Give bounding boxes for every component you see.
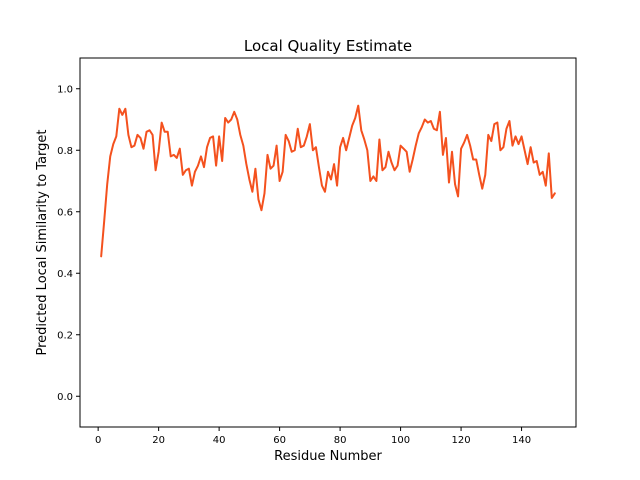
y-tick-label: 0.4 xyxy=(57,269,73,280)
y-axis-label: Predicted Local Similarity to Target xyxy=(35,130,50,356)
y-tick-label: 0.8 xyxy=(57,146,73,157)
x-axis-label: Residue Number xyxy=(274,449,382,464)
x-tick-label: 100 xyxy=(391,435,410,446)
x-tick-label: 80 xyxy=(334,435,347,446)
y-axis-ticks: 0.0 0.2 0.4 0.6 0.8 1.0 xyxy=(57,84,80,403)
y-tick-label: 0.6 xyxy=(57,207,73,218)
series-line xyxy=(100,104,556,258)
x-tick-label: 20 xyxy=(152,435,165,446)
plot-area-frame xyxy=(79,57,577,428)
x-tick-label: 60 xyxy=(273,435,286,446)
y-tick-label: 0.2 xyxy=(57,330,73,341)
chart-title: Local Quality Estimate xyxy=(244,37,412,55)
y-tick-label: 1.0 xyxy=(57,84,73,95)
x-tick-label: 120 xyxy=(452,435,471,446)
y-tick-label: 0.0 xyxy=(57,392,73,403)
x-tick-label: 140 xyxy=(512,435,531,446)
x-axis-ticks: 0 20 40 60 80 100 120 140 xyxy=(95,427,531,446)
x-tick-label: 40 xyxy=(213,435,226,446)
x-tick-label: 0 xyxy=(95,435,101,446)
